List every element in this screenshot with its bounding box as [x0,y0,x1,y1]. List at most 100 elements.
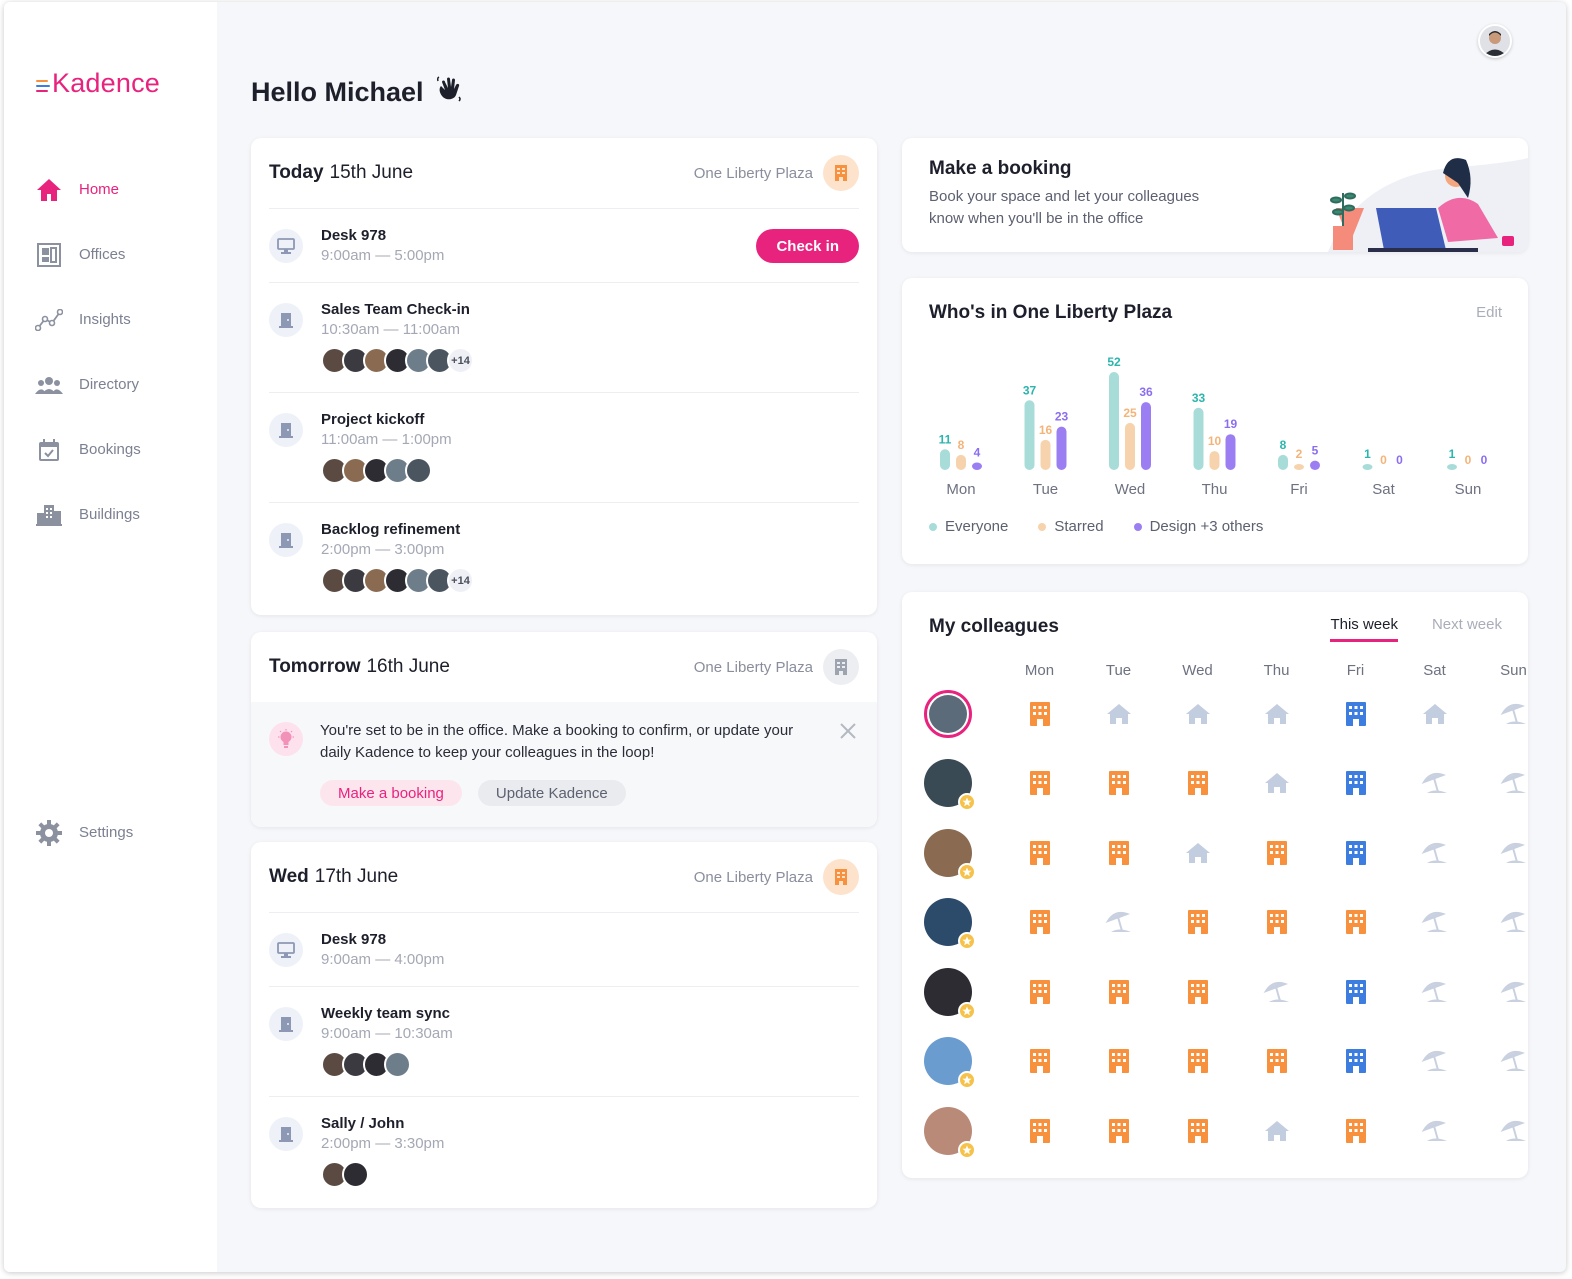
today-location[interactable]: One Liberty Plaza [694,155,859,191]
office-status-icon[interactable] [1158,909,1237,935]
office-status-icon[interactable] [1237,840,1316,866]
tab-this-week[interactable]: This week [1330,616,1398,642]
office-status-icon[interactable] [1237,909,1316,935]
colleague-avatar[interactable] [924,1106,976,1159]
office-status-icon[interactable] [1000,701,1079,727]
kadence-logo[interactable]: Kadence [36,68,160,99]
attendee-avatars[interactable] [321,457,859,484]
colleague-avatar[interactable] [924,828,976,881]
office-status-icon[interactable] [1000,840,1079,866]
office-status-icon[interactable] [1079,770,1158,796]
nav-directory[interactable]: Directory [34,352,204,417]
event-desk-978[interactable]: Desk 978 9:00am — 4:00pm [269,912,859,986]
colleague-row[interactable] [924,1096,1553,1166]
event-weekly-team-sync[interactable]: Weekly team sync 9:00am — 10:30am [269,986,859,1096]
colleague-row[interactable] [924,679,1553,749]
nav-settings[interactable]: Settings [34,800,133,865]
bar-sat-everyone[interactable] [1362,464,1373,470]
bar-mon-starred[interactable] [956,454,966,470]
beach-umbrella-icon[interactable] [1395,841,1474,865]
office-status-icon[interactable] [1000,909,1079,935]
colleague-avatar[interactable] [924,759,976,812]
event-sally-john[interactable]: Sally / John 2:00pm — 3:30pm [269,1096,859,1206]
colleague-avatar[interactable] [924,898,976,951]
colleague-row[interactable] [924,1027,1553,1097]
nav-buildings[interactable]: Buildings [34,482,204,547]
my-avatar[interactable] [924,689,972,738]
event-sales-team-check-in[interactable]: Sales Team Check-in 10:30am — 11:00am +1… [269,282,859,392]
bar-thu-starred[interactable] [1209,451,1220,470]
beach-umbrella-icon[interactable] [1395,980,1474,1004]
wednesday-location[interactable]: One Liberty Plaza [694,859,859,895]
bar-thu-everyone[interactable] [1193,407,1204,470]
attendee-avatars[interactable]: +14 [321,567,859,594]
nav-insights[interactable]: Insights [34,287,204,352]
bar-wed-starred[interactable] [1125,422,1135,470]
colleague-row[interactable] [924,888,1553,958]
beach-umbrella-icon[interactable] [1474,702,1553,726]
attendee-avatars[interactable] [321,1051,859,1078]
tab-next-week[interactable]: Next week [1431,616,1502,633]
legend-everyone[interactable]: Everyone [929,518,1008,535]
office-status-icon[interactable] [1079,840,1158,866]
office-status-icon[interactable] [1079,1048,1158,1074]
event-project-kickoff[interactable]: Project kickoff 11:00am — 1:00pm [269,392,859,502]
attendee-avatars[interactable] [321,1161,859,1188]
update-kadence-button[interactable]: Update Kadence [477,780,626,806]
home-status-icon[interactable] [1395,703,1474,725]
office-status-icon[interactable] [1316,840,1395,866]
office-status-icon[interactable] [1316,979,1395,1005]
home-status-icon[interactable] [1237,703,1316,725]
event-backlog-refinement[interactable]: Backlog refinement 2:00pm — 3:00pm +14 [269,502,859,612]
office-status-icon[interactable] [1000,1048,1079,1074]
beach-umbrella-icon[interactable] [1474,1049,1553,1073]
nav-home[interactable]: Home [34,157,204,222]
office-status-icon[interactable] [1316,1118,1395,1144]
home-status-icon[interactable] [1158,703,1237,725]
office-status-icon[interactable] [1158,770,1237,796]
home-status-icon[interactable] [1158,842,1237,864]
beach-umbrella-icon[interactable] [1474,1119,1553,1143]
home-status-icon[interactable] [1237,1120,1316,1142]
attendee-avatars[interactable]: +14 [321,347,859,374]
legend-design[interactable]: Design +3 others [1133,518,1263,535]
office-status-icon[interactable] [1158,1118,1237,1144]
bar-tue-design[interactable] [1056,426,1067,470]
office-status-icon[interactable] [1316,701,1395,727]
office-status-icon[interactable] [1079,979,1158,1005]
beach-umbrella-icon[interactable] [1474,841,1553,865]
close-icon[interactable] [839,722,857,745]
beach-umbrella-icon[interactable] [1395,1049,1474,1073]
tomorrow-location[interactable]: One Liberty Plaza [694,649,859,685]
office-status-icon[interactable] [1316,909,1395,935]
office-status-icon[interactable] [1158,1048,1237,1074]
colleague-avatar[interactable] [924,967,976,1020]
office-status-icon[interactable] [1000,770,1079,796]
colleague-row[interactable] [924,957,1553,1027]
bar-sun-everyone[interactable] [1447,464,1457,470]
beach-umbrella-icon[interactable] [1237,980,1316,1004]
office-status-icon[interactable] [1079,1118,1158,1144]
check-in-button[interactable]: Check in [756,229,859,263]
office-status-icon[interactable] [1000,1118,1079,1144]
office-status-icon[interactable] [1158,979,1237,1005]
bar-mon-design[interactable] [972,462,982,470]
nav-offices[interactable]: Offices [34,222,204,287]
bar-tue-everyone[interactable] [1024,400,1035,470]
office-status-icon[interactable] [1000,979,1079,1005]
home-status-icon[interactable] [1079,703,1158,725]
office-status-icon[interactable] [1316,770,1395,796]
bar-mon-everyone[interactable] [940,449,950,470]
beach-umbrella-icon[interactable] [1395,910,1474,934]
beach-umbrella-icon[interactable] [1474,910,1553,934]
bar-wed-everyone[interactable] [1109,372,1119,470]
bar-wed-design[interactable] [1141,402,1151,470]
bar-fri-design[interactable] [1310,460,1320,470]
beach-umbrella-icon[interactable] [1395,771,1474,795]
colleague-avatar[interactable] [924,1037,976,1090]
user-avatar[interactable] [1478,24,1512,58]
beach-umbrella-icon[interactable] [1474,980,1553,1004]
nav-bookings[interactable]: Bookings [34,417,204,482]
office-status-icon[interactable] [1316,1048,1395,1074]
colleague-row[interactable] [924,818,1553,888]
